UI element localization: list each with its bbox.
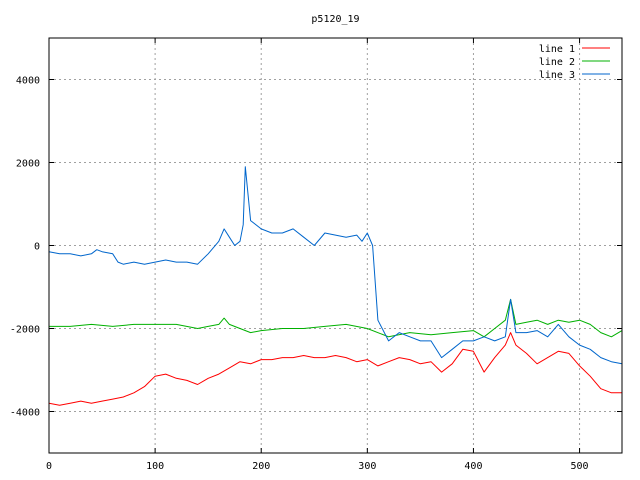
y-tick-label: 0	[34, 242, 40, 253]
legend-label: line 2	[539, 57, 575, 68]
series-group	[48, 166, 623, 406]
legend-label: line 1	[539, 44, 575, 55]
series-line-line-3	[48, 166, 623, 365]
x-tick-label: 300	[358, 461, 376, 472]
y-tick-label: 2000	[16, 159, 40, 170]
x-tick-label: 200	[252, 461, 270, 472]
series-line-line-2	[49, 298, 623, 338]
series-line-line-1	[48, 332, 622, 406]
legend-label: line 3	[539, 70, 575, 81]
y-axis-ticks: -4000 -2000 0 2000 4000	[10, 76, 622, 419]
x-tick-label: 0	[46, 461, 52, 472]
legend: line 1 line 2 line 3	[539, 44, 610, 81]
x-axis-ticks: 0 100 200 300 400 500	[46, 38, 589, 472]
y-tick-label: -4000	[10, 408, 40, 419]
y-tick-label: 4000	[16, 76, 40, 87]
grid-lines	[49, 38, 622, 453]
x-tick-label: 100	[146, 461, 164, 472]
chart-title: p5120_19	[311, 14, 359, 25]
x-tick-label: 500	[571, 461, 589, 472]
x-tick-label: 400	[464, 461, 482, 472]
y-tick-label: -2000	[10, 325, 40, 336]
